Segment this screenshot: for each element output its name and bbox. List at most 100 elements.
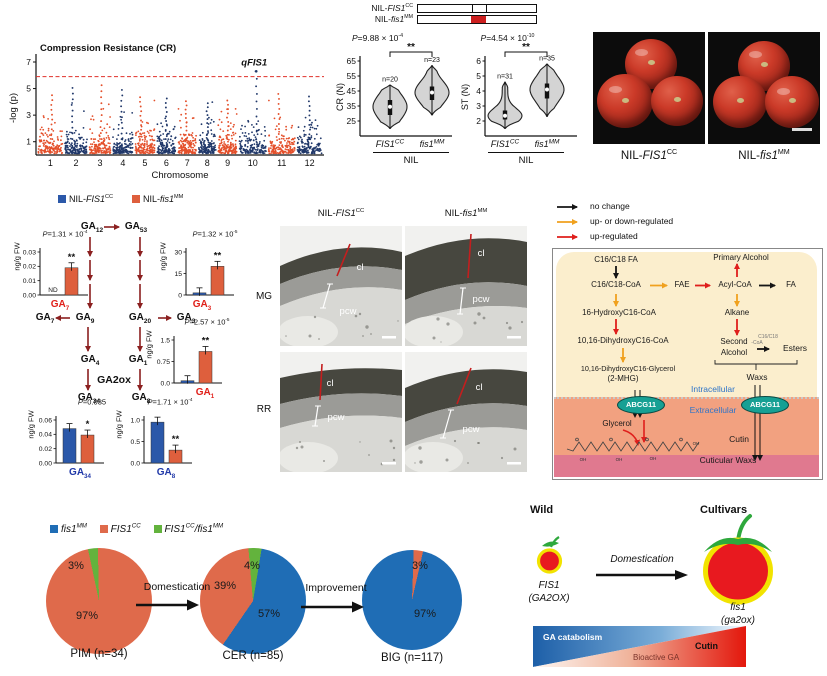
snp-point xyxy=(166,143,169,145)
snp-point xyxy=(94,150,97,153)
snp-point xyxy=(84,150,87,153)
snp-point xyxy=(70,146,73,149)
snp-point xyxy=(218,144,221,147)
snp-point xyxy=(76,144,78,147)
snp-point xyxy=(310,123,312,126)
snp-point xyxy=(205,146,208,149)
snp-point xyxy=(256,149,259,152)
snp-point xyxy=(94,145,96,148)
snp-point xyxy=(303,145,306,148)
snp-point xyxy=(289,143,291,145)
snp-point xyxy=(169,138,172,141)
snp-point xyxy=(211,151,214,154)
pie-slice-label: 57% xyxy=(258,608,281,620)
snp-point xyxy=(212,150,215,153)
snp-point xyxy=(43,139,45,142)
snp-point xyxy=(239,144,242,147)
snp-point xyxy=(231,150,234,153)
snp-point xyxy=(244,149,247,152)
snp-point xyxy=(249,147,252,149)
snp-point xyxy=(52,144,55,147)
snp-point xyxy=(163,151,166,154)
tomato xyxy=(651,76,703,126)
snp-point xyxy=(158,138,161,141)
snp-point xyxy=(52,148,55,150)
snp-point xyxy=(42,115,45,117)
snp-point xyxy=(105,149,108,152)
snp-point xyxy=(303,150,306,152)
snp-point xyxy=(90,149,93,151)
snp-point xyxy=(205,149,208,152)
snp-point xyxy=(185,150,188,153)
snp-point xyxy=(153,139,156,142)
snp-point xyxy=(316,124,319,127)
snp-point xyxy=(139,151,142,154)
snp-point xyxy=(206,126,209,129)
snp-point xyxy=(309,146,312,149)
snp-point xyxy=(57,146,59,149)
snp-point xyxy=(212,152,215,155)
snp-point xyxy=(309,126,312,129)
snp-point xyxy=(71,98,74,101)
snp-point xyxy=(204,144,207,147)
snp-point xyxy=(297,149,300,151)
snp-point xyxy=(118,146,120,149)
snp-point xyxy=(140,110,143,113)
snp-point xyxy=(93,147,96,150)
snp-point xyxy=(229,147,232,149)
speckle xyxy=(467,462,469,464)
p-symbol: P xyxy=(77,397,83,407)
snp-point xyxy=(183,134,186,137)
snp-point xyxy=(100,108,103,111)
snp-point xyxy=(55,145,58,148)
snp-point xyxy=(225,150,228,152)
arrow-label-improvement: Improvement xyxy=(305,582,367,594)
snp-point xyxy=(244,145,247,147)
snp-point xyxy=(272,150,275,153)
snp-point xyxy=(292,138,295,141)
label-gene: fis1 xyxy=(462,208,478,220)
snp-point xyxy=(116,146,119,149)
snp-point xyxy=(198,148,201,151)
snp-point xyxy=(207,148,210,151)
snp-point xyxy=(227,125,230,127)
snp-point xyxy=(41,149,43,152)
snp-point xyxy=(42,128,45,131)
snp-point xyxy=(134,145,137,148)
speckle xyxy=(397,320,399,322)
bar-y-tick-label: 1.0 xyxy=(131,417,141,424)
snp-point xyxy=(262,152,265,155)
snp-point xyxy=(273,147,276,149)
snp-point xyxy=(230,150,233,152)
pie-legend-item-mm: fis1MM xyxy=(50,523,87,535)
snp-point xyxy=(185,149,188,152)
legend-swatch-green xyxy=(153,525,162,534)
snp-point xyxy=(227,149,230,152)
snp-point xyxy=(271,150,274,153)
snp-point xyxy=(157,148,160,151)
tomato xyxy=(597,74,653,128)
pcw-label: pcw xyxy=(473,294,490,305)
snp-point xyxy=(57,147,59,150)
snp-point xyxy=(48,150,51,152)
snp-point xyxy=(224,143,227,146)
group-gene: FIS1 xyxy=(376,139,395,149)
x-tick-label: 12 xyxy=(305,158,315,168)
snp-point xyxy=(313,151,316,154)
header-wild: Wild xyxy=(530,504,554,516)
ga-chart-pvalue: P=0.035 xyxy=(52,397,132,407)
snp-point xyxy=(184,151,187,154)
snp-point xyxy=(94,144,97,147)
snp-point xyxy=(97,150,100,153)
violin-y-tick-label: 5 xyxy=(476,71,481,81)
snp-point xyxy=(213,133,216,136)
node-sub: 9 xyxy=(90,318,95,325)
snp-point xyxy=(131,137,133,139)
snp-point xyxy=(187,150,190,153)
snp-point xyxy=(148,146,151,149)
snp-point xyxy=(240,128,242,130)
snp-point xyxy=(49,150,51,153)
snp-point xyxy=(188,133,190,136)
snp-point xyxy=(195,134,198,137)
snp-point xyxy=(139,105,142,108)
